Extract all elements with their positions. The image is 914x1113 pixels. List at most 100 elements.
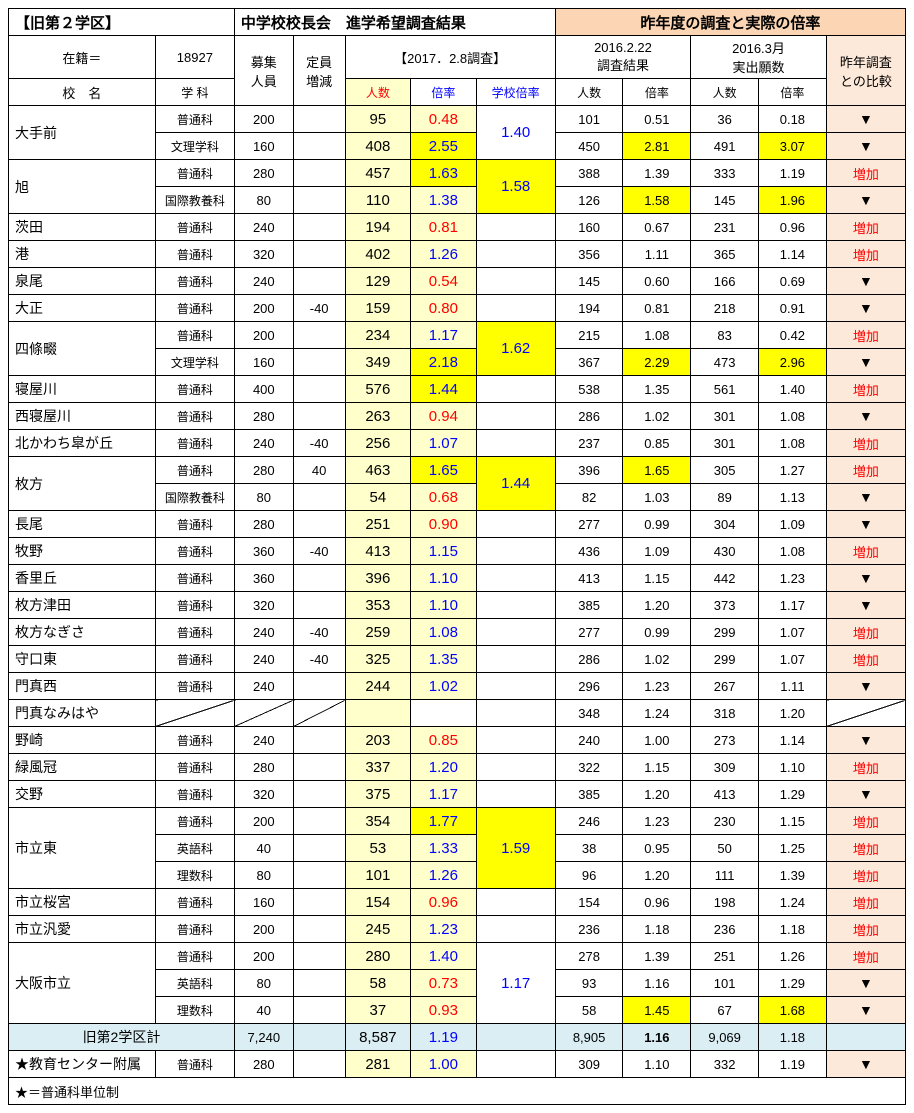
- teiin: [293, 916, 345, 943]
- ninzu: 129: [345, 268, 411, 295]
- bairitsu: 1.77: [411, 808, 477, 835]
- act-ninzu: 83: [691, 322, 759, 349]
- boshu: 240: [234, 727, 293, 754]
- district-title: 【旧第２学区】: [9, 9, 235, 36]
- act-ninzu: 230: [691, 808, 759, 835]
- act-bairitsu: 1.14: [759, 727, 827, 754]
- act-bairitsu: 1.18: [759, 916, 827, 943]
- prev-bairitsu: 2.81: [623, 133, 691, 160]
- prev-bairitsu: 1.08: [623, 322, 691, 349]
- dept: 普通科: [155, 241, 234, 268]
- school-bairitsu: 1.17: [476, 943, 555, 1024]
- school-name: 門真西: [9, 673, 156, 700]
- teiin: [293, 754, 345, 781]
- act-bairitsu: 1.25: [759, 835, 827, 862]
- boshu: 240: [234, 619, 293, 646]
- boshu: 80: [234, 484, 293, 511]
- boshu: 280: [234, 160, 293, 187]
- school-bairitsu: 1.59: [476, 808, 555, 889]
- teiin: [293, 511, 345, 538]
- prev-ninzu: 413: [555, 565, 623, 592]
- prev-bairitsu: 1.02: [623, 646, 691, 673]
- prev-ninzu: 538: [555, 376, 623, 403]
- bairitsu: 1.02: [411, 673, 477, 700]
- prev-ninzu: 436: [555, 538, 623, 565]
- prev-ninzu: 93: [555, 970, 623, 997]
- ninzu: 280: [345, 943, 411, 970]
- compare: 増加: [826, 619, 905, 646]
- act-bairitsu: 1.15: [759, 808, 827, 835]
- school-name: 野崎: [9, 727, 156, 754]
- prev-bairitsu: 1.09: [623, 538, 691, 565]
- ninzu: 53: [345, 835, 411, 862]
- prev-ninzu: 385: [555, 592, 623, 619]
- compare: ▼: [826, 484, 905, 511]
- boshu: 80: [234, 862, 293, 889]
- school-bairitsu-empty: [476, 781, 555, 808]
- school-bairitsu-empty: [476, 646, 555, 673]
- boshu: 240: [234, 430, 293, 457]
- ninzu-header: 人数: [345, 79, 411, 106]
- teiin: [293, 673, 345, 700]
- bairitsu: 0.94: [411, 403, 477, 430]
- compare: ▼: [826, 511, 905, 538]
- bairitsu: 0.96: [411, 889, 477, 916]
- compare: ▼: [826, 133, 905, 160]
- compare: 増加: [826, 322, 905, 349]
- teiin: -40: [293, 619, 345, 646]
- total-prev-n: 8,905: [555, 1024, 623, 1051]
- boshu-header: 募集人員: [234, 36, 293, 106]
- boshu: 240: [234, 673, 293, 700]
- prev-bairitsu: 0.85: [623, 430, 691, 457]
- compare: 増加: [826, 457, 905, 484]
- compare: 増加: [826, 943, 905, 970]
- center-act-n: 332: [691, 1051, 759, 1078]
- prev-ninzu: 348: [555, 700, 623, 727]
- school-name: 西寝屋川: [9, 403, 156, 430]
- act-ninzu: 50: [691, 835, 759, 862]
- total-bairitsu: 1.19: [411, 1024, 477, 1051]
- school-name: 旭: [9, 160, 156, 214]
- bairitsu: 1.10: [411, 565, 477, 592]
- act-ninzu: 491: [691, 133, 759, 160]
- act-ninzu: 301: [691, 403, 759, 430]
- dept: 国際教養科: [155, 484, 234, 511]
- bairitsu: 1.44: [411, 376, 477, 403]
- act-ninzu-header: 人数: [691, 79, 759, 106]
- prev-bairitsu: 1.16: [623, 970, 691, 997]
- prev-ninzu: 278: [555, 943, 623, 970]
- prev-ninzu: 246: [555, 808, 623, 835]
- teiin: -40: [293, 646, 345, 673]
- school-name: 牧野: [9, 538, 156, 565]
- boshu: 280: [234, 403, 293, 430]
- bairitsu: 0.81: [411, 214, 477, 241]
- center-compare: ▼: [826, 1051, 905, 1078]
- act-ninzu: 236: [691, 916, 759, 943]
- act-bairitsu: 0.42: [759, 322, 827, 349]
- school-name: 茨田: [9, 214, 156, 241]
- school-name: 香里丘: [9, 565, 156, 592]
- school-name: 枚方なぎさ: [9, 619, 156, 646]
- prev-bairitsu: 2.29: [623, 349, 691, 376]
- compare: ▼: [826, 592, 905, 619]
- act-bairitsu: 1.20: [759, 700, 827, 727]
- teiin: [293, 565, 345, 592]
- boshu: 80: [234, 970, 293, 997]
- prev-bairitsu: 1.02: [623, 403, 691, 430]
- footer-note: ★＝普通科単位制: [9, 1078, 906, 1105]
- teiin: [293, 403, 345, 430]
- prev-bairitsu: 1.15: [623, 565, 691, 592]
- act-ninzu: 67: [691, 997, 759, 1024]
- total-boshu: 7,240: [234, 1024, 293, 1051]
- school-bairitsu-empty: [476, 214, 555, 241]
- boshu: 280: [234, 457, 293, 484]
- center-act-b: 1.19: [759, 1051, 827, 1078]
- act-ninzu: 301: [691, 430, 759, 457]
- compare: ▼: [826, 295, 905, 322]
- act-ninzu: 231: [691, 214, 759, 241]
- dept: 普通科: [155, 916, 234, 943]
- act-bairitsu: 1.09: [759, 511, 827, 538]
- boshu: 200: [234, 943, 293, 970]
- school-bairitsu-empty: [476, 511, 555, 538]
- school-bairitsu-empty: [476, 889, 555, 916]
